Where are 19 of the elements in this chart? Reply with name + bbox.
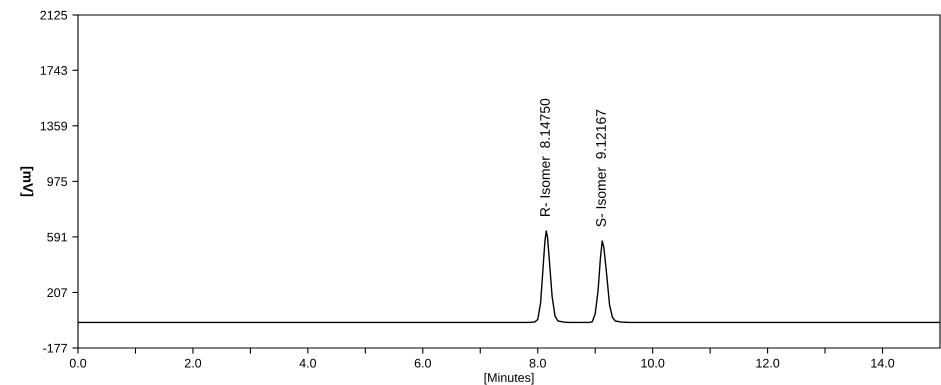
y-tick-label: 207 (47, 288, 67, 298)
x-tick-label: 8.0 (530, 358, 546, 368)
y-axis-title: [mV] (20, 166, 34, 196)
y-tick-label: 2125 (40, 10, 68, 20)
y-tick-label: -177 (43, 344, 67, 353)
x-axis-title: [Minutes] (484, 372, 534, 384)
y-tick-label: 975 (47, 177, 68, 186)
annotation: S- Isomer 9.12167 (596, 110, 606, 227)
x-tick-label: 14.0 (871, 358, 894, 368)
x-tick-label: 12.0 (756, 358, 780, 368)
annotation: R- Isomer 8.14750 (540, 98, 550, 216)
x-tick-label: 0.0 (70, 358, 86, 368)
y-tick-label: 1359 (40, 122, 67, 130)
x-tick-label: 4.0 (299, 358, 316, 368)
y-tick-label: 591 (47, 232, 67, 242)
x-tick-label: 10.0 (641, 358, 664, 368)
x-tick-label: 6.0 (414, 358, 431, 368)
x-tick-label: 2.0 (184, 358, 202, 368)
y-tick-label: 1743 (40, 66, 68, 75)
